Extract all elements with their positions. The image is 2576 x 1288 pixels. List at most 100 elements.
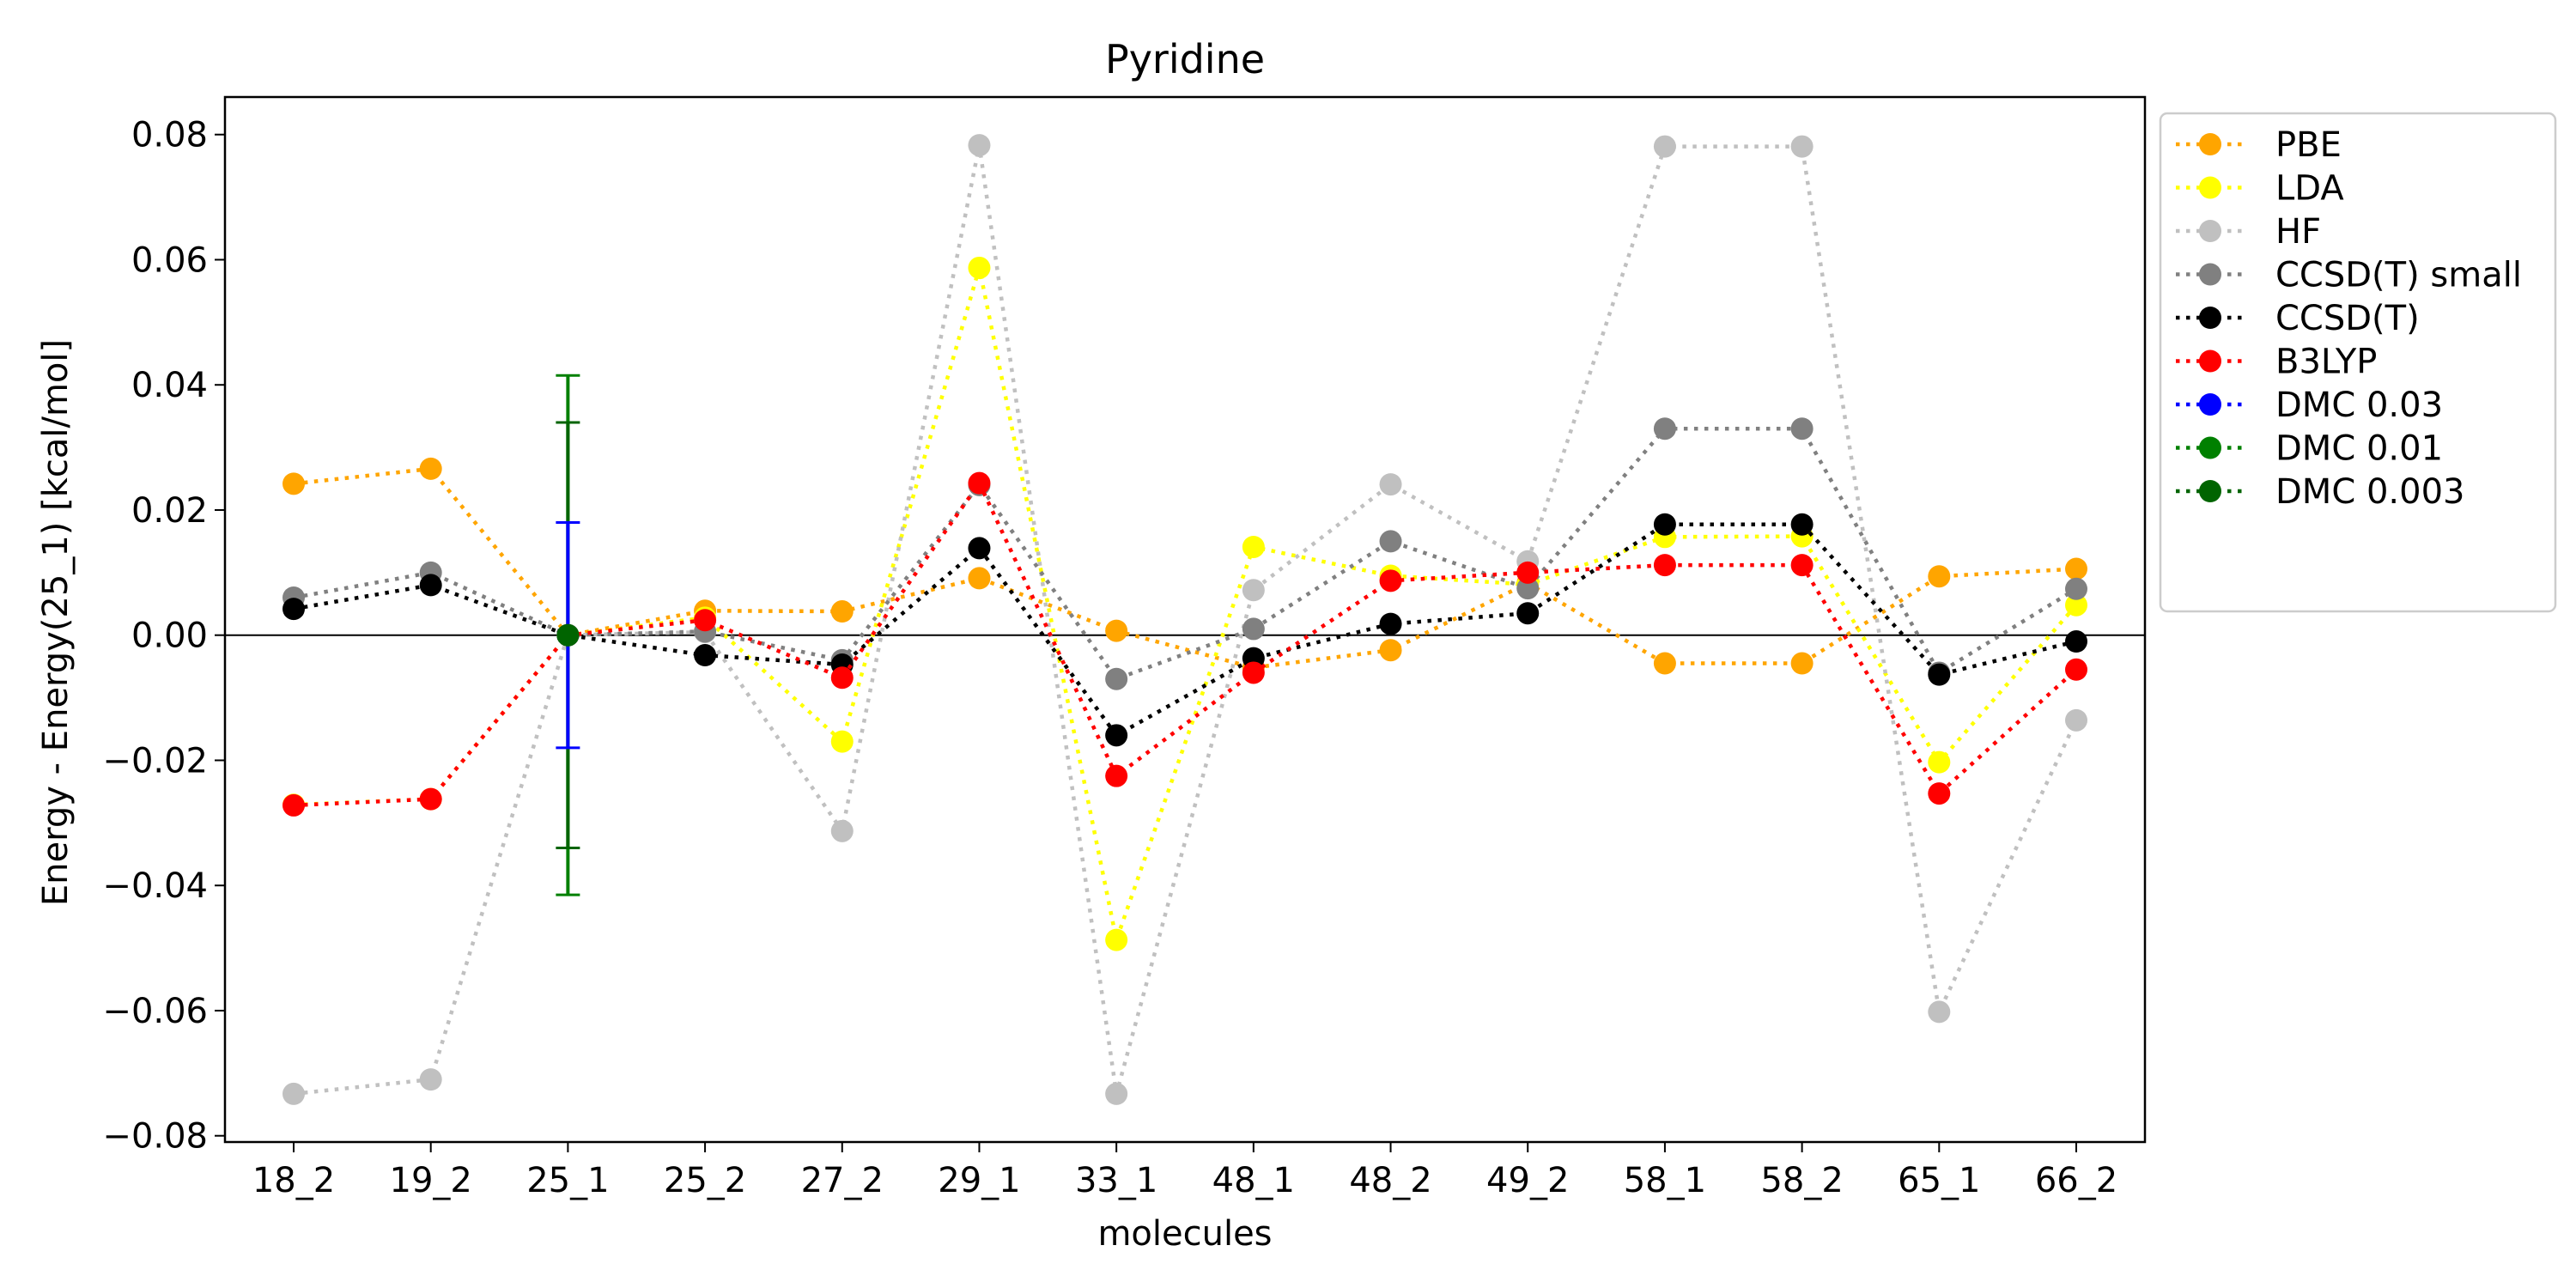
legend-label: B3LYP [2275,343,2377,382]
data-point [830,819,854,842]
x-tick-label: 29_1 [938,1161,1020,1200]
legend-label: DMC 0.03 [2275,386,2443,425]
data-point [1928,1000,1951,1024]
y-tick-label: 0.06 [131,240,208,280]
data-point [968,134,991,157]
data-point [1653,135,1676,158]
x-axis-label: molecules [1097,1214,1272,1254]
data-point [1928,565,1951,588]
data-point [1105,1082,1128,1105]
legend-label: DMC 0.01 [2275,429,2443,469]
legend-label: DMC 0.003 [2275,472,2464,512]
data-point [1790,554,1814,577]
data-point [1928,782,1951,805]
legend-label: PBE [2275,125,2342,165]
data-point [1105,667,1128,690]
data-point [419,574,442,597]
data-point [1516,561,1540,584]
data-point [2065,630,2087,653]
data-point [968,471,991,495]
data-point [2065,557,2087,580]
data-point [830,666,854,690]
x-tick-label: 19_2 [390,1161,472,1200]
data-point [2065,708,2087,732]
data-point [968,537,991,560]
data-point [1105,928,1128,951]
chart-title: Pyridine [1105,36,1265,82]
data-point [283,472,305,495]
data-point [1516,602,1540,625]
data-point [1928,663,1951,686]
legend-swatch-marker [2199,436,2221,459]
data-point [1653,513,1676,536]
legend-frame [2159,112,2557,613]
legend-swatch-marker [2199,220,2221,242]
series-line [293,479,2078,808]
data-point [968,256,991,279]
x-tick-label: 25_2 [664,1161,746,1200]
data-point [419,1068,442,1091]
data-point [830,730,854,753]
legend-swatch-marker [2199,307,2221,329]
x-tick-label: 48_1 [1212,1161,1295,1200]
data-point [1242,617,1265,641]
data-point [1242,535,1265,558]
data-point [1379,639,1402,662]
data-point [556,623,580,647]
data-point [1242,661,1265,684]
data-point [1790,513,1814,536]
y-tick-label: 0.00 [131,617,208,656]
data-point [1516,577,1540,600]
legend-swatch-marker [2199,176,2221,199]
data-point [283,598,305,621]
x-tick-label: 58_1 [1624,1161,1706,1200]
data-point [968,567,991,590]
legend-label: HF [2275,212,2321,252]
data-point [1790,135,1814,158]
data-point [1379,612,1402,635]
x-tick-label: 33_1 [1075,1161,1157,1200]
data-point [283,1082,305,1105]
x-tick-label: 49_2 [1486,1161,1569,1200]
data-point [1379,569,1402,592]
y-tick-label: −0.06 [102,992,208,1031]
y-axis-label: Energy - Energy(25_1) [kcal/mol] [36,339,76,906]
data-point [1242,579,1265,602]
legend-swatch-marker [2199,480,2221,502]
legend-swatch-marker [2199,133,2221,155]
y-tick-label: 0.04 [131,366,208,405]
x-tick-label: 58_2 [1760,1161,1843,1200]
data-point [1105,764,1128,787]
y-tick-label: 0.02 [131,491,208,531]
data-point [2065,577,2087,600]
y-tick-label: 0.08 [131,116,208,155]
data-point [1379,473,1402,496]
legend-label: CCSD(T) small [2275,256,2522,295]
y-tick-label: −0.02 [102,741,208,781]
data-point [2065,593,2087,617]
x-tick-label: 25_1 [526,1161,609,1200]
data-point [1653,417,1676,440]
x-tick-label: 66_2 [2035,1161,2117,1200]
data-point [1928,750,1951,774]
x-tick-label: 18_2 [252,1161,335,1200]
plot-frame [223,95,2147,1144]
plot-layer: 18_2 19_2 25_1 25_2 27_2 29_1 33_1 48_1 48_2 49_2… [102,95,2147,1200]
data-point [694,609,717,632]
data-point [283,793,305,817]
legend-label: CCSD(T) [2275,299,2420,338]
y-tick-label: −0.08 [102,1117,208,1157]
x-tick-label: 48_2 [1349,1161,1431,1200]
data-point [1790,652,1814,675]
data-point [1105,619,1128,642]
x-tick-label: 65_1 [1898,1161,1980,1200]
data-point [1105,724,1128,747]
data-point [1790,417,1814,440]
series-line [293,426,2078,682]
legend-swatch-marker [2199,263,2221,286]
data-point [830,600,854,623]
data-point [419,457,442,480]
